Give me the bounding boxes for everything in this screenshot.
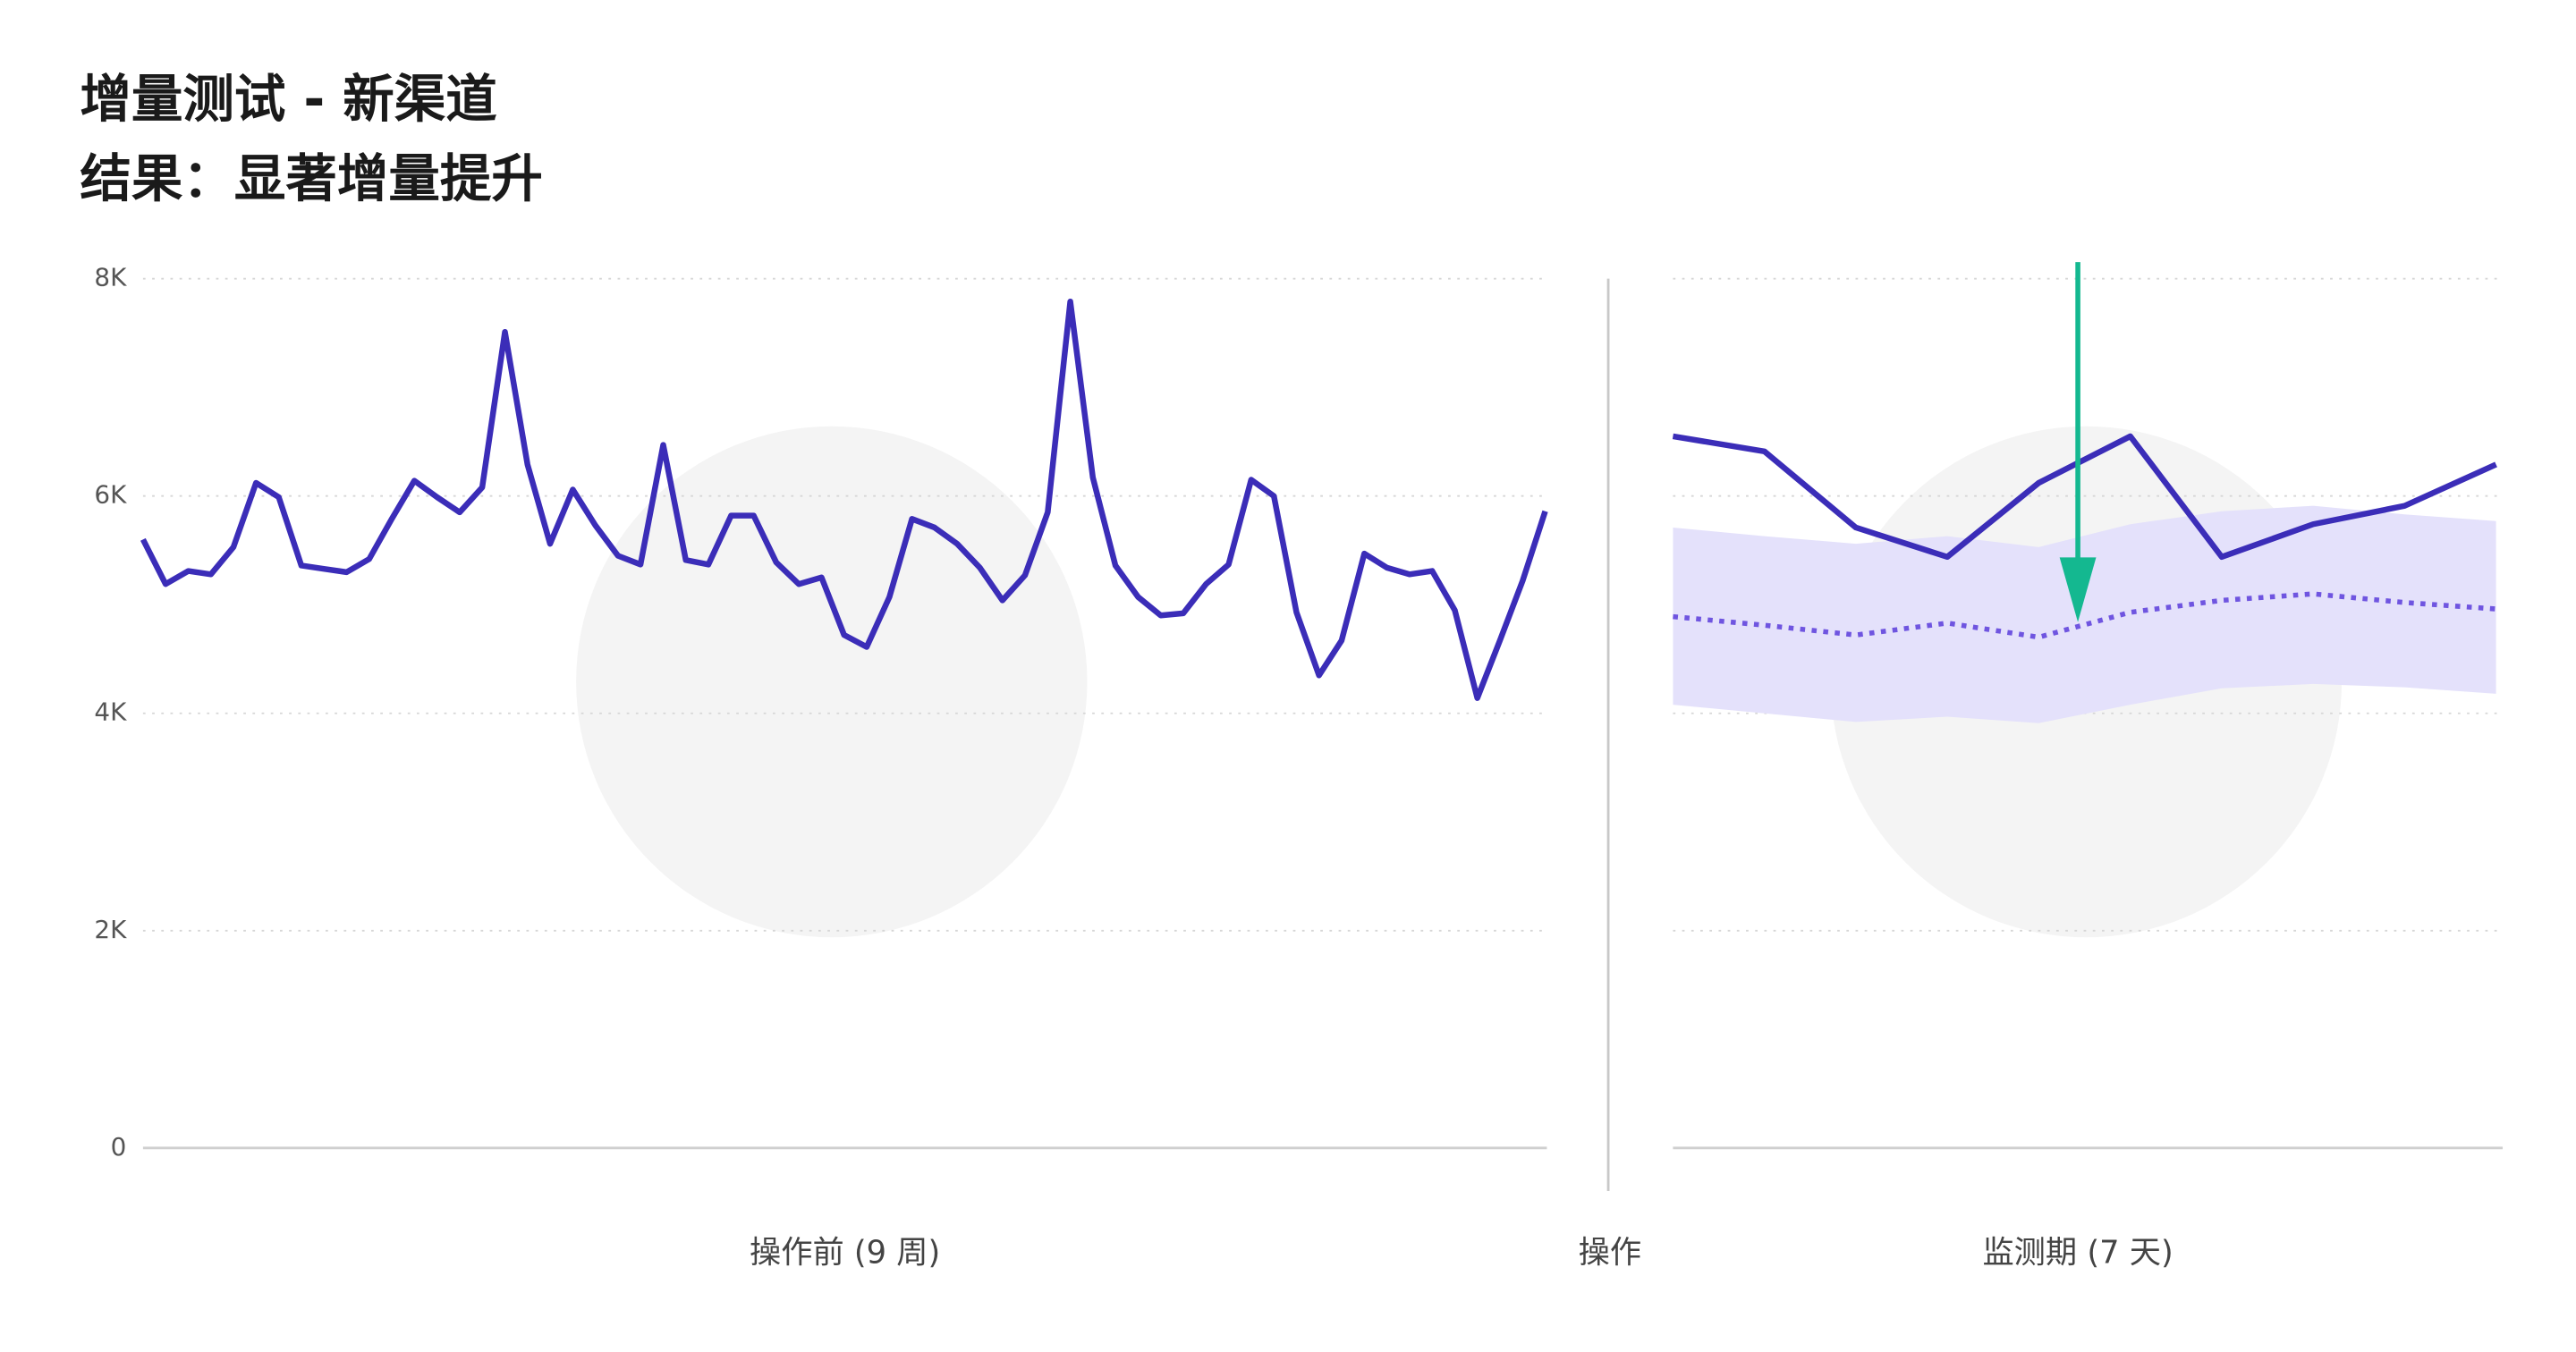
y-tick-label: 6K (94, 480, 127, 510)
data-line (1672, 433, 2497, 561)
x-axis-label: 操作前 (9 周) (750, 1235, 940, 1272)
watermark (576, 426, 1088, 938)
annotation: 操作 (1579, 1235, 1641, 1272)
y-tick-label: 2K (94, 915, 127, 944)
chart-subtitle: 结果：显著增量提升 (80, 149, 543, 209)
data-line (140, 299, 1548, 701)
chart-title: 增量测试 - 新渠道 (80, 70, 496, 130)
confidence-band (1673, 505, 2496, 723)
x-axis-label: 监测期 (7 天) (1982, 1235, 2173, 1272)
y-tick-label: 8K (94, 263, 127, 292)
y-tick-label: 0 (111, 1132, 127, 1162)
y-tick-label: 4K (94, 697, 127, 727)
arrow-head (2059, 557, 2097, 622)
plot: 0 2K 4K 6K 8K (94, 263, 2504, 1162)
